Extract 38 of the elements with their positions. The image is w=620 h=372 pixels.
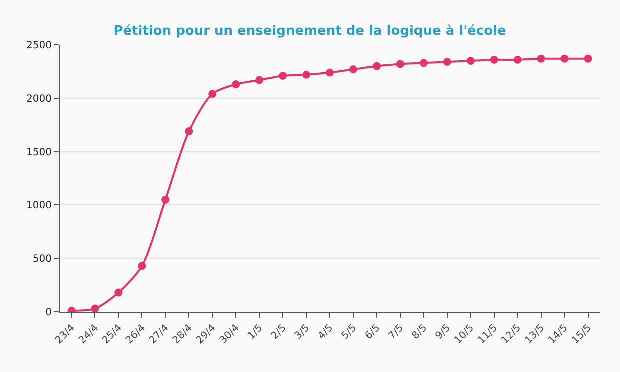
point: [91, 304, 100, 312]
point: [443, 58, 452, 66]
y-tick-label: 2000: [26, 94, 52, 105]
point: [256, 76, 264, 84]
y-tick-label: 500: [32, 254, 52, 266]
x-tick-label: 4/5: [316, 322, 336, 342]
point: [490, 56, 498, 64]
x-tick-label: 1/5: [246, 322, 266, 342]
y-tick-label: 0: [46, 308, 52, 318]
y-tick-label: 1000: [26, 200, 52, 212]
y-tick-label: 1500: [26, 147, 52, 158]
point: [514, 56, 522, 64]
x-tick-label: 9/5: [434, 322, 454, 342]
x-tick-label: 7/5: [386, 322, 406, 342]
x-tick-label: 2/5: [270, 322, 289, 342]
x-tick-label: 5/5: [340, 322, 360, 342]
point: [326, 68, 334, 77]
point: [279, 72, 288, 80]
point: [114, 288, 123, 297]
point: [396, 60, 404, 68]
point: [232, 80, 240, 89]
x-tick-label: 8/5: [410, 322, 430, 342]
y-tick-label: 2500: [26, 40, 52, 52]
point: [537, 54, 546, 63]
point: [349, 66, 358, 74]
point: [302, 70, 311, 79]
x-tick-label: 3/5: [293, 322, 312, 342]
point: [208, 90, 217, 98]
point: [138, 262, 146, 270]
x-tick-label: 6/5: [363, 322, 383, 342]
point: [420, 59, 428, 68]
point: [162, 196, 170, 204]
point: [584, 54, 592, 63]
point: [560, 54, 569, 63]
point: [372, 62, 381, 70]
point: [466, 57, 475, 66]
chart-title: Pétition pour un enseignement de la logique à l'école: [114, 24, 506, 40]
point: [185, 128, 194, 136]
